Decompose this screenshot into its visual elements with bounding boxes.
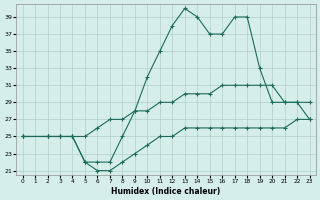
X-axis label: Humidex (Indice chaleur): Humidex (Indice chaleur) <box>111 187 221 196</box>
